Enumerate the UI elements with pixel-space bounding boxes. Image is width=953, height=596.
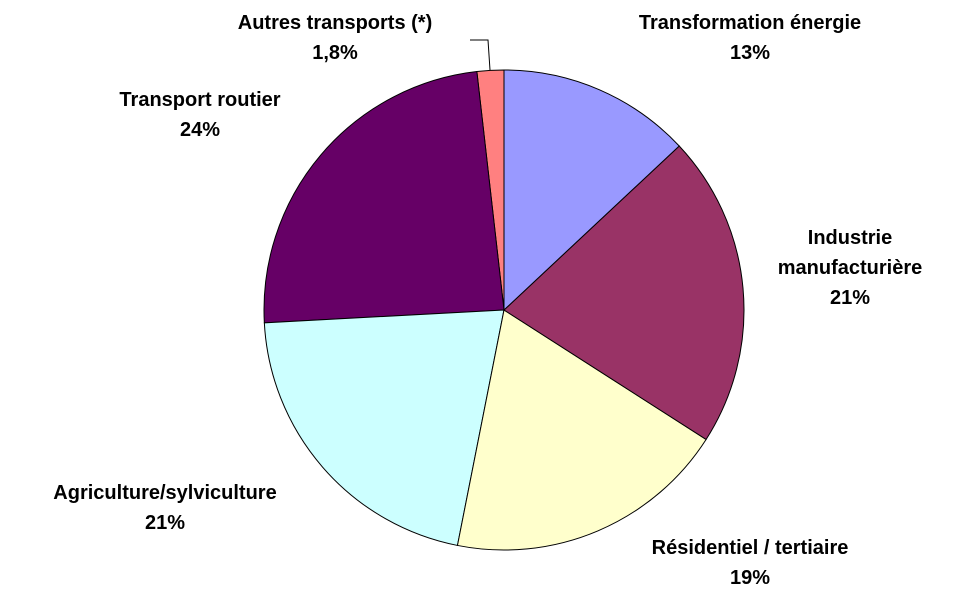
category-name: Autres transports (*) bbox=[237, 12, 433, 34]
pie-slice bbox=[456, 309, 707, 551]
leader-line bbox=[470, 39, 491, 71]
value-label: 13% bbox=[729, 42, 771, 64]
category-name: Industrie manufacturière bbox=[777, 227, 923, 279]
pie-slice bbox=[263, 70, 505, 324]
slice-label: Résidentiel / tertiaire 19% bbox=[652, 533, 849, 593]
slice-label: Agriculture/sylviculture 21% bbox=[53, 478, 276, 538]
pie-slice bbox=[503, 69, 680, 312]
value-label: 21% bbox=[829, 287, 871, 309]
value-label: 1,8% bbox=[312, 42, 358, 64]
slice-label: Industrie manufacturière 21% bbox=[750, 223, 950, 313]
slice-label: Transformation énergie 13% bbox=[639, 8, 861, 68]
slice-label: Autres transports (*) 1,8% bbox=[238, 8, 432, 68]
value-label: 19% bbox=[729, 567, 771, 589]
pie-slice bbox=[263, 309, 505, 547]
category-name: Transformation énergie bbox=[638, 12, 862, 34]
category-name: Résidentiel / tertiaire bbox=[651, 537, 849, 559]
value-label: 24% bbox=[179, 119, 221, 141]
value-label: 21% bbox=[144, 512, 186, 534]
category-name: Transport routier bbox=[119, 89, 281, 111]
slice-label: Transport routier 24% bbox=[119, 85, 280, 145]
pie-slice bbox=[503, 145, 745, 441]
category-name: Agriculture/sylviculture bbox=[53, 482, 277, 504]
